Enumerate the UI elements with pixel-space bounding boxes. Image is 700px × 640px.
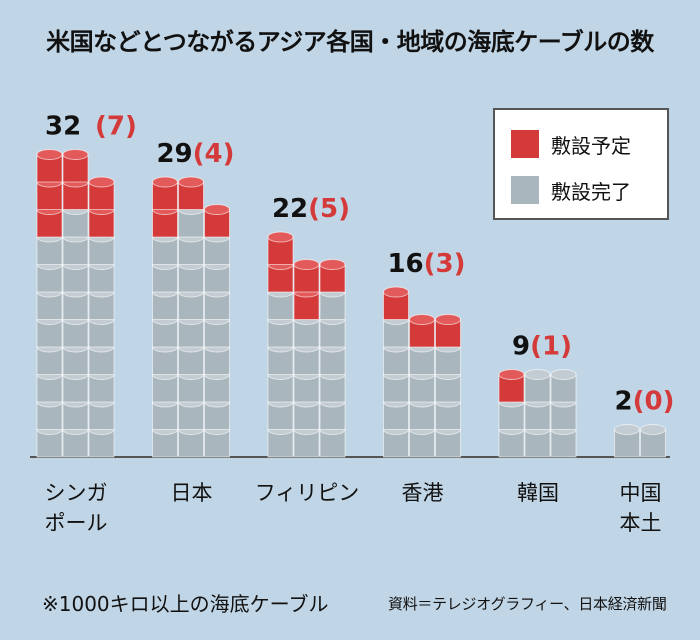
planned-label: (4) <box>193 139 235 169</box>
planned-label: (3) <box>424 249 466 279</box>
total-label: 2 <box>615 387 633 417</box>
bar-value-label: 29(4) <box>156 139 234 169</box>
bar-group-5 <box>614 424 666 458</box>
bar-group-4 <box>498 369 577 458</box>
total-label: 29 <box>156 139 192 169</box>
segment-cap <box>152 176 178 188</box>
segment-cap <box>614 424 640 435</box>
segment-completed <box>36 374 63 403</box>
segment-completed <box>204 319 230 348</box>
segment-planned <box>178 181 204 210</box>
category-label: 中国 <box>620 481 662 505</box>
bar-group-3 <box>383 286 461 458</box>
segment-cap <box>204 204 230 215</box>
segment-cap <box>178 176 204 188</box>
legend-label-completed: 敷設完了 <box>551 179 631 204</box>
planned-label: (5) <box>308 194 350 224</box>
total-label: 32 <box>45 112 81 142</box>
bar-value-label: 2(0) <box>615 387 675 417</box>
category-label: フィリピン <box>255 481 360 505</box>
total-label: 22 <box>272 194 308 224</box>
planned-label: (1) <box>530 332 572 362</box>
category-label: 香港 <box>402 481 444 505</box>
segment-cap <box>293 259 320 270</box>
bar-value-label: 9(1) <box>512 332 572 362</box>
legend-label-planned: 敷設予定 <box>551 133 631 158</box>
category-label: ポール <box>45 511 108 535</box>
bar-group-0 <box>36 149 115 458</box>
segment-cap <box>62 149 89 160</box>
total-label: 9 <box>512 332 530 362</box>
total-label: 16 <box>387 249 423 279</box>
segment-cap <box>36 149 63 160</box>
legend: 敷設予定 敷設完了 <box>493 108 669 220</box>
bar-value-label: 16(3) <box>387 249 465 279</box>
category-label: 日本 <box>171 481 213 505</box>
legend-swatch-planned <box>511 130 539 158</box>
footnote: ※1000キロ以上の海底ケーブル <box>42 592 329 616</box>
category-label: 本土 <box>620 511 662 535</box>
chart-title: 米国などとつながるアジア各国・地域の海底ケーブルの数 <box>46 28 654 56</box>
segment-completed <box>267 401 294 430</box>
category-label: シンガ <box>45 481 108 505</box>
segment-cap <box>524 369 551 380</box>
bar-group-2 <box>267 231 346 458</box>
bar-group-1 <box>152 176 230 458</box>
segment-cap <box>267 231 294 243</box>
legend-item-planned: 敷設予定 <box>511 128 631 160</box>
segment-cap <box>319 259 346 270</box>
legend-item-completed: 敷設完了 <box>511 174 631 206</box>
category-label: 韓国 <box>517 481 559 505</box>
segment-planned <box>204 209 230 238</box>
segment-cap <box>88 176 115 188</box>
legend-swatch-completed <box>511 176 539 204</box>
segment-cap <box>383 286 409 298</box>
segment-cap <box>550 369 577 380</box>
source-note: 資料＝テレジオグラフィー、日本経済新聞 <box>388 595 667 613</box>
planned-label: (7) <box>95 112 137 142</box>
bar-value-label: 22(5) <box>272 194 350 224</box>
segment-cap <box>640 424 666 435</box>
planned-label: (0) <box>633 387 675 417</box>
segment-cap <box>409 314 435 325</box>
segment-cap <box>435 314 461 325</box>
segment-cap <box>498 369 525 380</box>
